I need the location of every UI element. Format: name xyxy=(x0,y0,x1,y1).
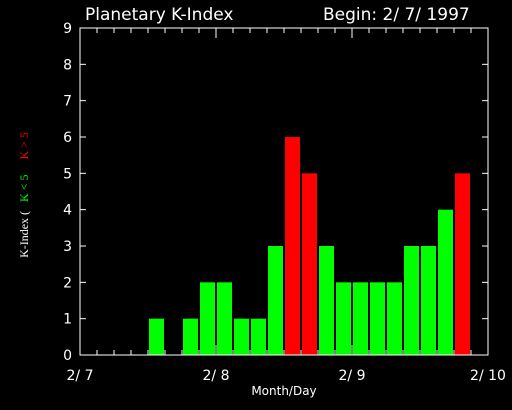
bar-group xyxy=(149,137,470,355)
y-tick-label-1: 1 xyxy=(63,312,72,328)
bar-8 xyxy=(217,282,232,355)
bar-6 xyxy=(183,318,198,355)
y-axis-title-red: K > 5 xyxy=(17,132,31,159)
bar-19 xyxy=(404,246,419,355)
bar-4 xyxy=(149,318,164,355)
bar-20 xyxy=(421,246,436,355)
bar-10 xyxy=(251,318,266,355)
bar-16 xyxy=(353,282,368,355)
bar-13 xyxy=(302,173,317,355)
y-tick-label-6: 6 xyxy=(63,130,72,146)
bar-22 xyxy=(455,173,470,355)
y-tick-label-8: 8 xyxy=(63,57,72,73)
x-axis: 2/ 7 2/ 8 2/ 9 2/ 10 xyxy=(67,28,506,384)
bar-14 xyxy=(319,246,334,355)
y-axis-title-green: K < 5 xyxy=(17,175,31,202)
chart-title: Planetary K-Index xyxy=(85,5,233,25)
x-tick-label-3: 2/ 10 xyxy=(470,368,506,384)
x-tick-label-1: 2/ 8 xyxy=(203,368,230,384)
y-axis: 0 1 2 3 4 5 6 7 8 9 xyxy=(63,21,488,364)
bar-15 xyxy=(336,282,351,355)
y-tick-label-5: 5 xyxy=(63,166,72,182)
bar-12 xyxy=(285,137,300,355)
y-tick-label-2: 2 xyxy=(63,275,72,291)
x-tick-label-0: 2/ 7 xyxy=(67,368,94,384)
bar-17 xyxy=(370,282,385,355)
y-tick-label-9: 9 xyxy=(63,21,72,37)
bar-7 xyxy=(200,282,215,355)
y-axis-title-prefix: K-Index ( xyxy=(17,211,31,258)
bar-11 xyxy=(268,246,283,355)
y-tick-label-3: 3 xyxy=(63,239,72,255)
bar-9 xyxy=(234,318,249,355)
y-tick-label-4: 4 xyxy=(63,203,72,219)
y-tick-label-0: 0 xyxy=(63,348,72,364)
chart-subtitle: Begin: 2/ 7/ 1997 xyxy=(323,5,470,25)
x-axis-title: Month/Day xyxy=(251,384,316,398)
y-axis-title: K-Index ( K < 5 K > 5 xyxy=(17,132,31,258)
bar-18 xyxy=(387,282,402,355)
x-tick-label-2: 2/ 9 xyxy=(339,368,366,384)
bar-21 xyxy=(438,209,453,355)
y-tick-label-7: 7 xyxy=(63,94,72,110)
